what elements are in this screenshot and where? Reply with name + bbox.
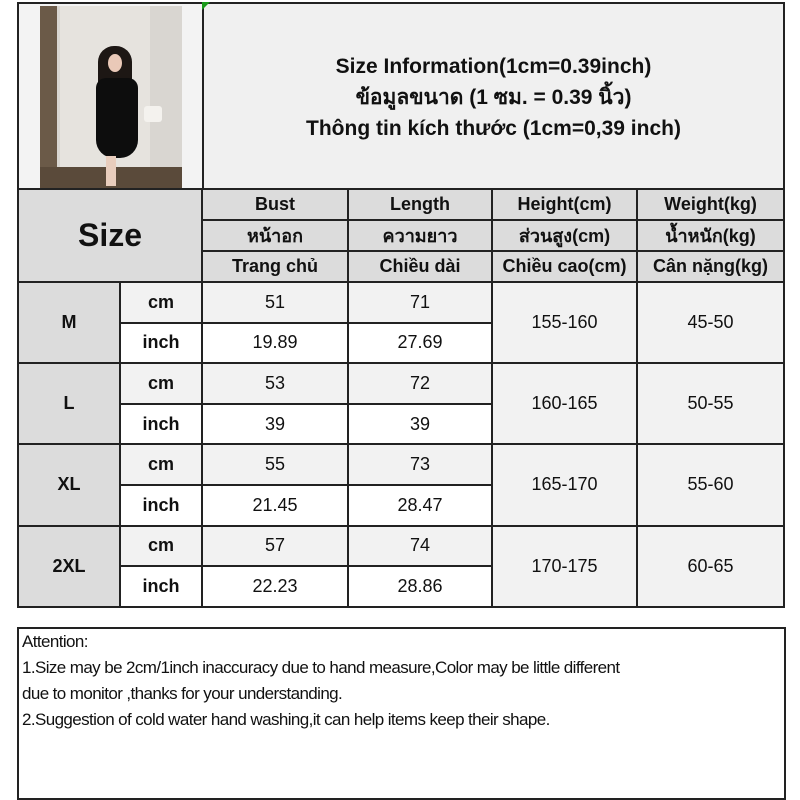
note-2: 2.Suggestion of cold water hand washing,… xyxy=(22,710,550,729)
product-photo-cell xyxy=(19,2,210,190)
unit-inch: inch xyxy=(119,565,203,608)
col-length-en: Length xyxy=(347,188,493,221)
bust-cm: 55 xyxy=(201,443,349,486)
weight-range: 50-55 xyxy=(636,362,785,446)
height-range: 155-160 xyxy=(491,280,638,365)
unit-inch: inch xyxy=(119,321,203,365)
col-length-th: ความยาว xyxy=(347,219,493,252)
bust-inch: 39 xyxy=(201,402,349,446)
unit-inch: inch xyxy=(119,483,203,527)
table-row: inch 21.45 28.47 xyxy=(18,483,784,527)
weight-range: 45-50 xyxy=(636,280,785,365)
title-vietnamese: Thông tin kích thước (1cm=0,39 inch) xyxy=(306,116,681,140)
note-1: 1.Size may be 2cm/1inch inaccuracy due t… xyxy=(22,658,620,677)
length-inch: 28.86 xyxy=(347,565,493,608)
bust-inch: 19.89 xyxy=(201,321,349,365)
height-range: 170-175 xyxy=(491,524,638,608)
table-row: M cm 51 71 155-160 45-50 xyxy=(17,280,785,365)
unit-cm: cm xyxy=(119,281,203,324)
length-inch: 39 xyxy=(347,402,493,446)
attention-notes: Attention: 1.Size may be 2cm/1inch inacc… xyxy=(17,627,786,800)
unit-inch: inch xyxy=(119,402,203,446)
notes-heading: Attention: xyxy=(22,632,88,651)
size-label: L xyxy=(17,362,121,446)
length-inch: 28.47 xyxy=(347,483,493,527)
col-bust-vi: Trang chủ xyxy=(201,250,349,283)
table-row: inch 22.23 28.86 xyxy=(18,565,784,608)
col-length-vi: Chiều dài xyxy=(347,250,493,283)
height-range: 165-170 xyxy=(491,443,638,527)
length-cm: 74 xyxy=(347,524,493,568)
table-row: inch 39 39 xyxy=(18,402,784,446)
length-inch: 27.69 xyxy=(347,321,493,365)
weight-range: 60-65 xyxy=(636,524,785,608)
col-height-th: ส่วนสูง(cm) xyxy=(491,219,638,252)
bust-cm: 57 xyxy=(201,524,349,568)
length-cm: 71 xyxy=(347,281,493,324)
size-label: 2XL xyxy=(17,524,121,608)
note-1-cont: due to monitor ,thanks for your understa… xyxy=(22,684,343,703)
bust-cm: 53 xyxy=(201,362,349,405)
size-header: Size xyxy=(17,188,203,283)
product-photo xyxy=(40,6,182,189)
table-row: XL cm 55 73 165-170 55-60 xyxy=(17,443,785,527)
weight-range: 55-60 xyxy=(636,443,785,527)
size-table: Size Bust Length Height(cm) Weight(kg) ห… xyxy=(17,188,785,608)
size-label: XL xyxy=(17,443,121,527)
size-info-title: Size Information(1cm=0.39inch) ข้อมูลขนา… xyxy=(204,4,783,190)
title-thai: ข้อมูลขนาด (1 ซม. = 0.39 นิ้ว) xyxy=(355,85,632,109)
bust-inch: 22.23 xyxy=(201,565,349,608)
unit-cm: cm xyxy=(119,362,203,405)
col-height-vi: Chiều cao(cm) xyxy=(491,250,638,283)
col-bust-th: หน้าอก xyxy=(201,219,349,252)
unit-cm: cm xyxy=(119,443,203,486)
bust-inch: 21.45 xyxy=(201,483,349,527)
col-weight-en: Weight(kg) xyxy=(636,188,785,221)
unit-cm: cm xyxy=(119,524,203,568)
header-area: Size Information(1cm=0.39inch) ข้อมูลขนา… xyxy=(17,2,785,190)
size-label: M xyxy=(17,280,121,365)
col-bust-en: Bust xyxy=(201,188,349,221)
length-cm: 73 xyxy=(347,443,493,486)
table-row: L cm 53 72 160-165 50-55 xyxy=(17,362,785,446)
col-weight-th: น้ำหนัก(kg) xyxy=(636,219,785,252)
table-row: inch 19.89 27.69 xyxy=(18,321,784,365)
length-cm: 72 xyxy=(347,362,493,405)
cell-marker-icon xyxy=(202,2,210,10)
col-weight-vi: Cân nặng(kg) xyxy=(636,250,785,283)
col-height-en: Height(cm) xyxy=(491,188,638,221)
bust-cm: 51 xyxy=(201,281,349,324)
table-row: 2XL cm 57 74 170-175 60-65 xyxy=(17,524,785,608)
title-english: Size Information(1cm=0.39inch) xyxy=(335,54,652,78)
height-range: 160-165 xyxy=(491,362,638,446)
